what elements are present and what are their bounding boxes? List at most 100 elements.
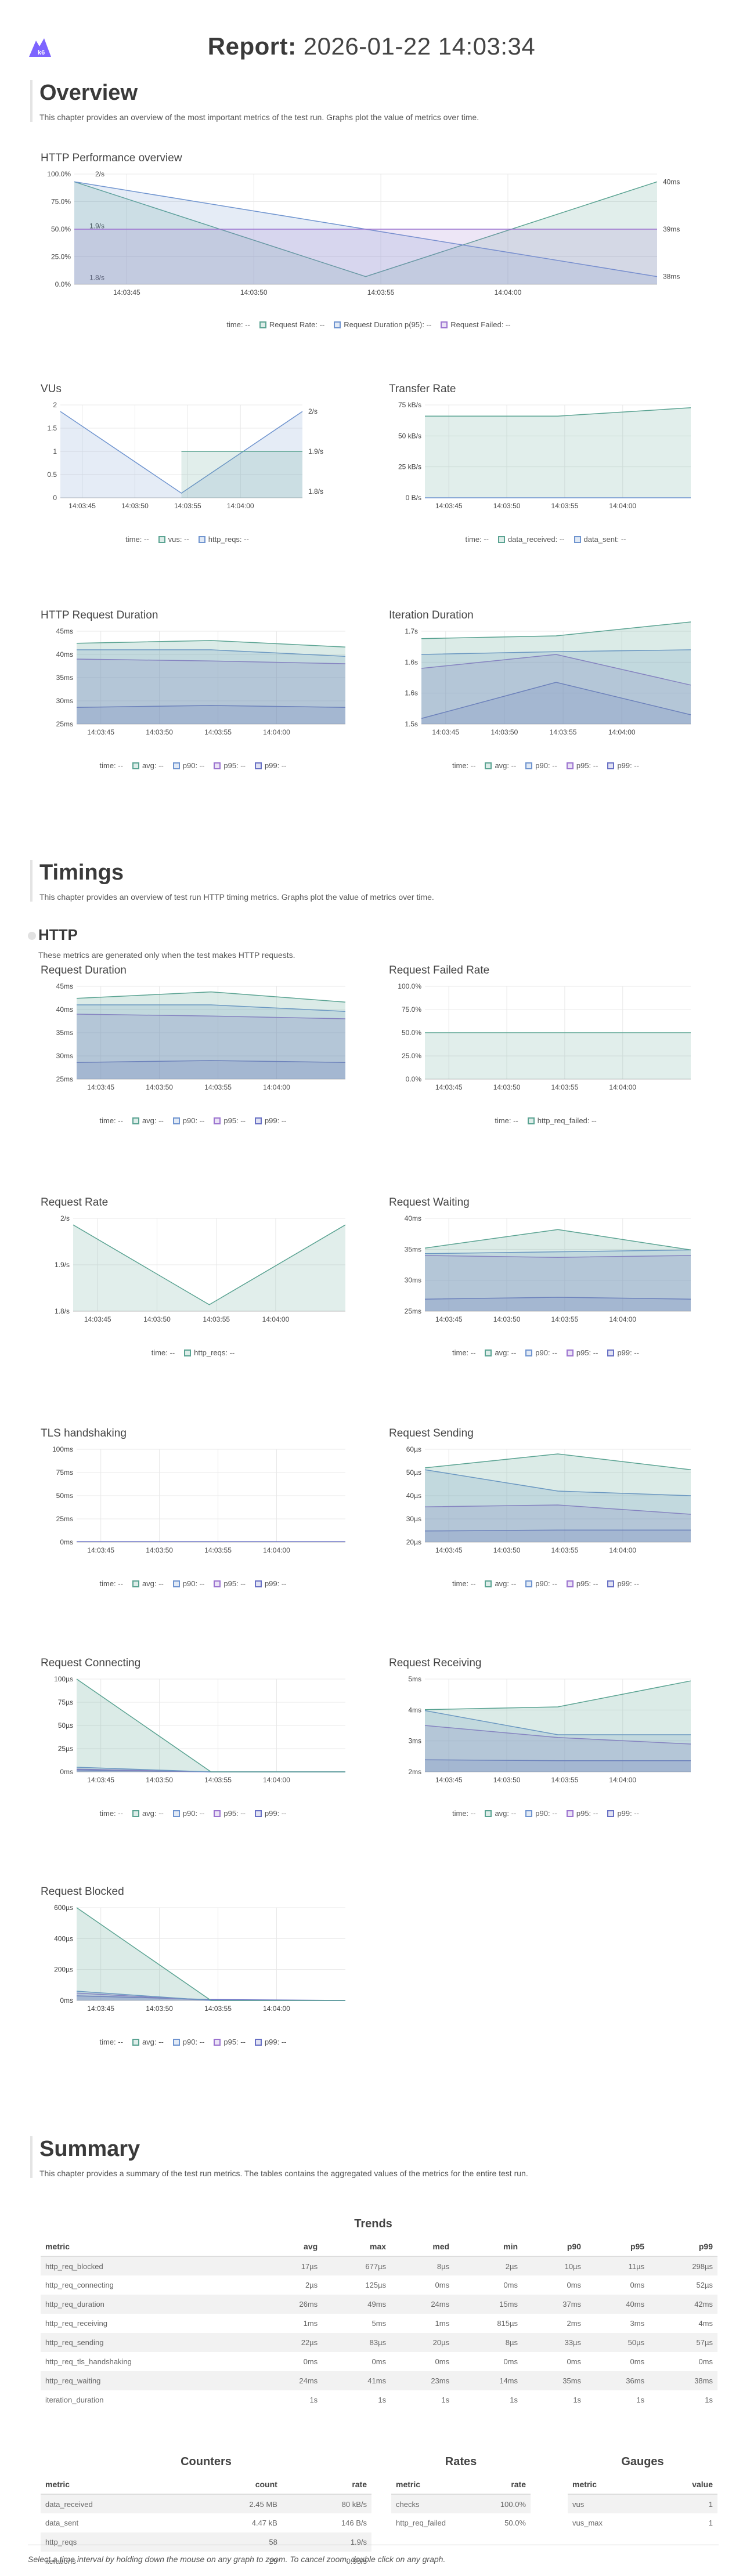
table-cell: vus_max [572, 2519, 603, 2527]
chart-panel-vus[interactable]: VUs 2 1.5 1 0.5 0 2/s 1.9/s 1.8/s 14:03:45 14:03:5… [41, 383, 334, 552]
table-cell: 1ms [303, 2319, 318, 2328]
legend-item[interactable]: p95: -- [566, 761, 598, 770]
legend-item[interactable]: avg: -- [132, 761, 164, 770]
legend-item[interactable]: avg: -- [485, 1579, 516, 1588]
legend-label: p90: -- [182, 1116, 205, 1125]
legend-item[interactable]: http_req_failed: -- [527, 1116, 597, 1125]
legend-label: Request Rate: -- [269, 320, 325, 329]
legend-item[interactable]: p95: -- [214, 1579, 246, 1588]
legend-item[interactable]: p90: -- [525, 761, 557, 770]
legend-item[interactable]: p95: -- [566, 1579, 598, 1588]
chart-svg[interactable]: 45ms 40ms 35ms 30ms 25ms 14:03:45 14:03:50 14:0… [41, 982, 346, 1109]
y-tick-label: 40ms [405, 1214, 421, 1222]
legend-item[interactable]: avg: -- [485, 1809, 516, 1818]
legend-swatch-icon [497, 536, 505, 543]
counters-table: metric count rate data_received 2.45 MB 80 kB… [41, 2475, 372, 2571]
chart-panel-req_blocked[interactable]: Request Blocked 600µs 400µs 200µs 0ms 14:03:4… [41, 1886, 346, 2055]
legend-item[interactable]: p90: -- [172, 1579, 204, 1588]
legend-swatch-icon [172, 2039, 180, 2046]
x-tick-label: 14:03:50 [491, 728, 518, 736]
legend-item[interactable]: http_reqs: -- [184, 1348, 235, 1357]
legend-item[interactable]: avg: -- [485, 1348, 516, 1357]
chart-svg[interactable]: 100.0% 75.0% 50.0% 25.0% 0.0% 14:03:45 14:03:5… [389, 982, 702, 1109]
table-cell: 146 B/s [341, 2519, 367, 2527]
legend-swatch-icon [172, 1580, 180, 1587]
table-cell: http_req_blocked [41, 2256, 259, 2275]
series-area [77, 1991, 345, 2000]
legend-item[interactable]: p90: -- [525, 1348, 557, 1357]
legend-item[interactable]: p99: -- [254, 2038, 287, 2046]
legend-item[interactable]: data_received: -- [497, 535, 565, 544]
x-tick-label: 14:03:45 [84, 1315, 111, 1323]
series-area [77, 992, 345, 1079]
legend-item[interactable]: p99: -- [607, 1579, 639, 1588]
chart-svg[interactable]: 1.7s 1.6s 1.6s 1.5s 14:03:45 14:03:50 14:03:55… [389, 621, 702, 754]
legend-label: p99: -- [617, 1348, 640, 1357]
y-tick-label: 30ms [56, 697, 73, 705]
y-tick-label: 100.0% [47, 170, 71, 178]
legend-item[interactable]: avg: -- [132, 1116, 164, 1125]
chart-panel-req_failed_rate[interactable]: Request Failed Rate 100.0% 75.0% 50.0% 25.0%… [389, 964, 702, 1134]
chart-svg[interactable]: 100ms 75ms 50ms 25ms 0ms 14:03:45 14:03:50 14:0… [41, 1445, 345, 1572]
legend-item[interactable]: avg: -- [132, 1809, 164, 1818]
chart-panel-http_req_duration_ov[interactable]: HTTP Request Duration 45ms 40ms 35ms 30ms 25m… [41, 609, 346, 779]
chart-title: Request Connecting [41, 1657, 141, 1669]
chart-svg[interactable]: 100µs 75µs 50µs 25µs 0ms 14:03:45 14:03:50 14:0… [41, 1674, 345, 1802]
chart-panel-req_connecting[interactable]: Request Connecting 100µs 75µs 50µs 25µs 0ms 14… [41, 1657, 345, 1826]
legend-item[interactable]: http_reqs: -- [198, 535, 249, 544]
chart-panel-req_waiting[interactable]: Request Waiting 40ms 35ms 30ms 25ms 14:03:45 1… [389, 1196, 702, 1366]
series-line [76, 1907, 345, 2001]
y-tick-label: 0.0% [55, 280, 71, 288]
legend-item[interactable]: p90: -- [172, 1116, 205, 1125]
table-cell: 80 kB/s [282, 2494, 372, 2513]
legend-item[interactable]: p90: -- [525, 1809, 557, 1818]
chart-panel-req_duration[interactable]: Request Duration 45ms 40ms 35ms 30ms 25ms 14:0… [41, 964, 346, 1134]
legend-item[interactable]: p95: -- [214, 1116, 246, 1125]
legend-item[interactable]: p90: -- [172, 2038, 204, 2046]
chart-svg[interactable]: 2/s 1.9/s 1.8/s 14:03:45 14:03:50 14:03:55 14:… [41, 1214, 346, 1341]
legend-item[interactable]: vus: -- [158, 535, 189, 544]
chart-panel-transfer[interactable]: Transfer Rate 75 kB/s 50 kB/s 25 kB/s 0 B/s 1… [389, 383, 702, 552]
chart-svg[interactable]: 60µs 50µs 40µs 30µs 20µs 14:03:45 14:03:50 14:0… [389, 1445, 702, 1572]
legend-item[interactable]: p95: -- [566, 1809, 598, 1818]
legend-item[interactable]: Request Failed: -- [441, 320, 511, 329]
chart-svg[interactable]: 5ms 4ms 3ms 2ms 14:03:45 14:03:50 14:03:55 14:0… [389, 1674, 702, 1802]
x-tick-label: 14:04:00 [609, 1315, 636, 1323]
legend-item[interactable]: p99: -- [607, 1809, 639, 1818]
chart-svg[interactable]: 45ms 40ms 35ms 30ms 25ms 14:03:45 14:03:50 14:0… [41, 627, 346, 754]
legend-item[interactable]: Request Rate: -- [259, 320, 324, 329]
legend-item[interactable]: Request Duration p(95): -- [334, 320, 431, 329]
chart-panel-tls[interactable]: TLS handshaking 100ms 75ms 50ms 25ms 0ms 14:03… [41, 1427, 345, 1597]
legend-item[interactable]: p90: -- [525, 1579, 557, 1588]
legend-item[interactable]: p95: -- [214, 2038, 246, 2046]
legend-item[interactable]: p90: -- [172, 1809, 204, 1818]
chart-panel-req_receiving[interactable]: Request Receiving 5ms 4ms 3ms 2ms 14:03:45 14:… [389, 1657, 702, 1826]
chart-svg[interactable]: 40ms 35ms 30ms 25ms 14:03:45 14:03:50 14:03:55… [389, 1214, 702, 1341]
x-tick-label: 14:03:50 [493, 1315, 521, 1323]
chart-svg[interactable]: 600µs 400µs 200µs 0ms 14:03:45 14:03:50 14:03:… [41, 1903, 346, 2031]
legend-item[interactable]: data_sent: -- [574, 535, 626, 544]
legend-item[interactable]: p95: -- [214, 761, 246, 770]
legend-item[interactable]: p95: -- [566, 1348, 598, 1357]
table-row: http_req_blocked 17µs 677µs 8µs 2µs 10µs 11µs 2… [41, 2256, 717, 2275]
legend-item[interactable]: p99: -- [254, 761, 287, 770]
chart-title: Request Receiving [389, 1657, 482, 1669]
chart-svg[interactable]: 100.0% 75.0% 50.0% 25.0% 0.0% 2/s 1.9/s 1.8/s 40… [41, 169, 697, 314]
legend-item[interactable]: p99: -- [254, 1116, 287, 1125]
legend-item[interactable]: p90: -- [172, 761, 204, 770]
legend-item[interactable]: p99: -- [254, 1809, 287, 1818]
legend-item[interactable]: p99: -- [254, 1579, 287, 1588]
chart-panel-req_sending[interactable]: Request Sending 60µs 50µs 40µs 30µs 20µs 14:03… [389, 1427, 702, 1597]
chart-panel-http_overview[interactable]: HTTP Performance overview 100.0% 75.0% 50.0… [41, 152, 697, 338]
legend-item[interactable]: p99: -- [607, 761, 639, 770]
chart-panel-req_rate[interactable]: Request Rate 2/s 1.9/s 1.8/s 14:03:45 14:03:5… [41, 1196, 346, 1366]
legend-item[interactable]: avg: -- [132, 2038, 164, 2046]
legend-item[interactable]: avg: -- [132, 1579, 164, 1588]
chart-panel-iteration_duration[interactable]: Iteration Duration 1.7s 1.6s 1.6s 1.5s 14:03:… [389, 609, 702, 779]
chart-svg[interactable]: 2 1.5 1 0.5 0 2/s 1.9/s 1.8/s 14:03:45 14:03:50 14… [41, 400, 334, 528]
legend-item[interactable]: p99: -- [607, 1348, 639, 1357]
table-cell: 1s [378, 2396, 387, 2404]
chart-svg[interactable]: 75 kB/s 50 kB/s 25 kB/s 0 B/s 14:03:45 14:03:… [389, 400, 702, 528]
legend-item[interactable]: avg: -- [485, 761, 516, 770]
legend-item[interactable]: p95: -- [214, 1809, 246, 1818]
